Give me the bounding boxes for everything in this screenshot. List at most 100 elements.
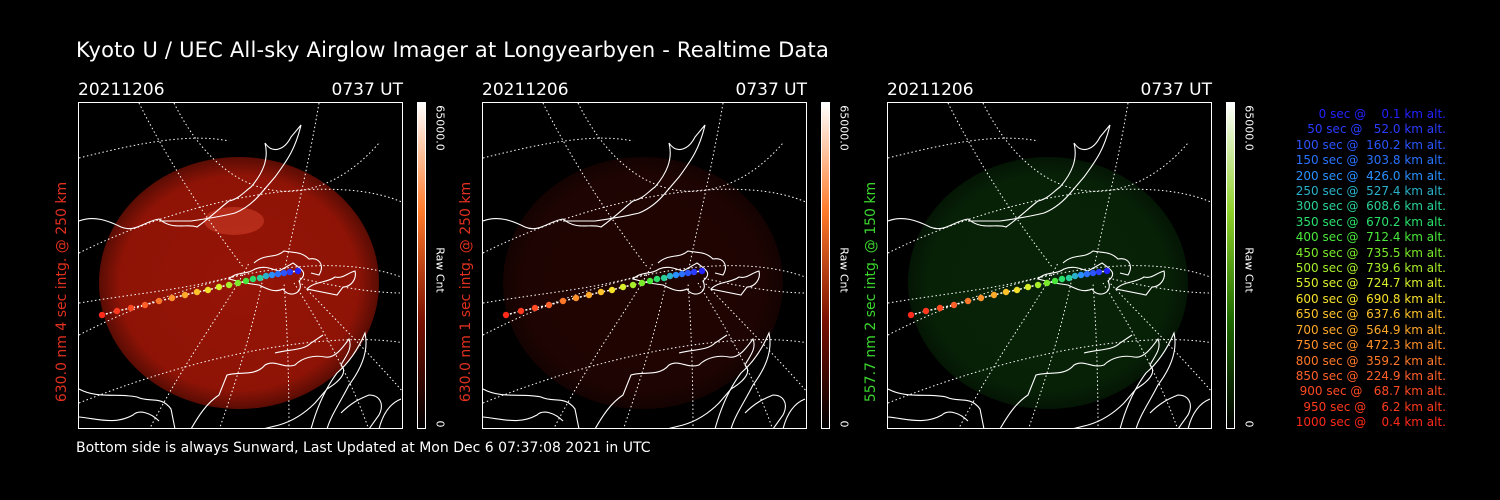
legend-entry: 950 sec @ 6.2 km alt. (1299, 399, 1446, 414)
colorbar-max-label: 65000.0 (433, 105, 447, 151)
legend-entry: 700 sec @ 564.9 km alt. (1291, 322, 1446, 337)
trajectory-point (234, 279, 242, 287)
trajectory-point (1071, 272, 1079, 280)
trajectory-point (502, 311, 510, 319)
legend-entry: 500 sec @ 739.6 km alt. (1291, 261, 1446, 276)
trajectory-point (597, 288, 605, 296)
trajectory-point (1103, 267, 1111, 275)
legend-entry: 200 sec @ 426.0 km alt. (1291, 168, 1446, 183)
trajectory-point (113, 307, 121, 315)
colorbar-min-label: 0 (1242, 420, 1256, 428)
legend-entry: 550 sec @ 724.7 km alt. (1291, 276, 1446, 291)
legend-entry: 800 sec @ 359.2 km alt. (1291, 353, 1446, 368)
trajectory-point (678, 270, 686, 278)
trajectory-point (922, 307, 930, 315)
trajectory-point (585, 291, 593, 299)
trajectory-point (690, 268, 698, 276)
colorbar-min-label: 0 (837, 420, 851, 428)
panel-time: 0737 UT (735, 80, 808, 100)
trajectory-point (262, 272, 270, 280)
legend-entry: 350 sec @ 670.2 km alt. (1291, 214, 1446, 229)
legend-entry: 0 sec @ 0.1 km alt. (1307, 107, 1446, 121)
legend-entry: 400 sec @ 712.4 km alt. (1291, 230, 1446, 245)
trajectory-point (619, 283, 627, 291)
trajectory-point (1065, 274, 1073, 282)
trajectory-point (1043, 279, 1051, 287)
trajectory-point (242, 277, 250, 285)
colorbar (417, 102, 426, 429)
latlon-grid (79, 103, 402, 428)
allsky-image (482, 102, 807, 429)
panel-time: 0737 UT (331, 80, 404, 100)
trajectory-point (907, 311, 915, 319)
panel-date: 20211206 (887, 80, 974, 100)
coastlines (888, 124, 1211, 428)
coastlines (79, 124, 402, 428)
colorbar-unit-label: Raw Cnt (1242, 247, 1256, 293)
trajectory-point (141, 301, 149, 309)
trajectory-point (990, 291, 998, 299)
aurora-bright-region (204, 207, 264, 235)
trajectory-point (660, 274, 668, 282)
legend-entry: 650 sec @ 637.6 km alt. (1291, 307, 1446, 322)
colorbar-min-label: 0 (433, 420, 447, 428)
colorbar-max-label: 65000.0 (1242, 105, 1256, 151)
trajectory-point (964, 297, 972, 305)
trajectory-point (286, 268, 294, 276)
trajectory (502, 267, 706, 319)
trajectory-point (936, 304, 944, 312)
panel-wavelength-label: 557.7 nm 2 sec intg. @ 150 km (863, 181, 879, 403)
trajectory-point (181, 291, 189, 299)
trajectory-point (215, 283, 223, 291)
trajectory-point (672, 271, 680, 279)
legend-entry: 450 sec @ 735.5 km alt. (1291, 245, 1446, 260)
trajectory-legend: 0 sec @ 0.1 km alt. 50 sec @ 52.0 km alt… (1262, 107, 1446, 431)
panel-date: 20211206 (78, 80, 165, 100)
trajectory-point (950, 301, 958, 309)
colorbar (1226, 102, 1235, 429)
imager-panel-1: 20211206 0737 UT 630.0 nm 4 sec intg. @ 25… (54, 80, 448, 430)
trajectory-point (1051, 277, 1059, 285)
trajectory-point (1058, 275, 1066, 283)
legend-entry: 150 sec @ 303.8 km alt. (1291, 153, 1446, 168)
trajectory (98, 267, 302, 319)
trajectory-point (155, 297, 163, 305)
trajectory-point (684, 269, 692, 277)
legend-entry: 750 sec @ 472.3 km alt. (1291, 338, 1446, 353)
panel-date: 20211206 (482, 80, 569, 100)
legend-entry: 900 sec @ 68.7 km alt. (1295, 384, 1446, 399)
coastlines (483, 124, 806, 428)
trajectory-point (1083, 270, 1091, 278)
legend-entry: 1000 sec @ 0.4 km alt. (1295, 415, 1446, 430)
legend-entry: 100 sec @ 160.2 km alt. (1291, 137, 1446, 152)
latlon-grid (483, 103, 806, 428)
trajectory-point (646, 277, 654, 285)
footer-status: Bottom side is always Sunward, Last Upda… (76, 440, 651, 456)
legend-entry: 50 sec @ 52.0 km alt. (1299, 122, 1446, 137)
imager-panel-2: 20211206 0737 UT 630.0 nm 1 sec intg. @ 25… (458, 80, 852, 430)
colorbar-unit-label: Raw Cnt (433, 247, 447, 293)
trajectory-point (274, 270, 282, 278)
colorbar (821, 102, 830, 429)
trajectory-point (698, 267, 706, 275)
trajectory-point (977, 294, 985, 302)
latlon-grid (888, 103, 1211, 428)
trajectory (907, 267, 1111, 319)
legend-entry: 600 sec @ 690.8 km alt. (1291, 291, 1446, 306)
trajectory-point (204, 286, 212, 294)
trajectory-point (249, 275, 257, 283)
trajectory-point (638, 279, 646, 287)
trajectory-point (572, 294, 580, 302)
panel-wavelength-label: 630.0 nm 4 sec intg. @ 250 km (54, 181, 70, 403)
trajectory-point (531, 304, 539, 312)
trajectory-point (629, 281, 637, 289)
colorbar-max-label: 65000.0 (837, 105, 851, 151)
legend-entry: 850 sec @ 224.9 km alt. (1291, 368, 1446, 383)
trajectory-point (545, 301, 553, 309)
legend-entry: 300 sec @ 608.6 km alt. (1291, 199, 1446, 214)
trajectory-point (1089, 269, 1097, 277)
trajectory-point (559, 297, 567, 305)
trajectory-point (1034, 281, 1042, 289)
trajectory-point (225, 281, 233, 289)
imager-panel-3: 20211206 0737 UT 557.7 nm 2 sec intg. @ 15… (863, 80, 1257, 430)
